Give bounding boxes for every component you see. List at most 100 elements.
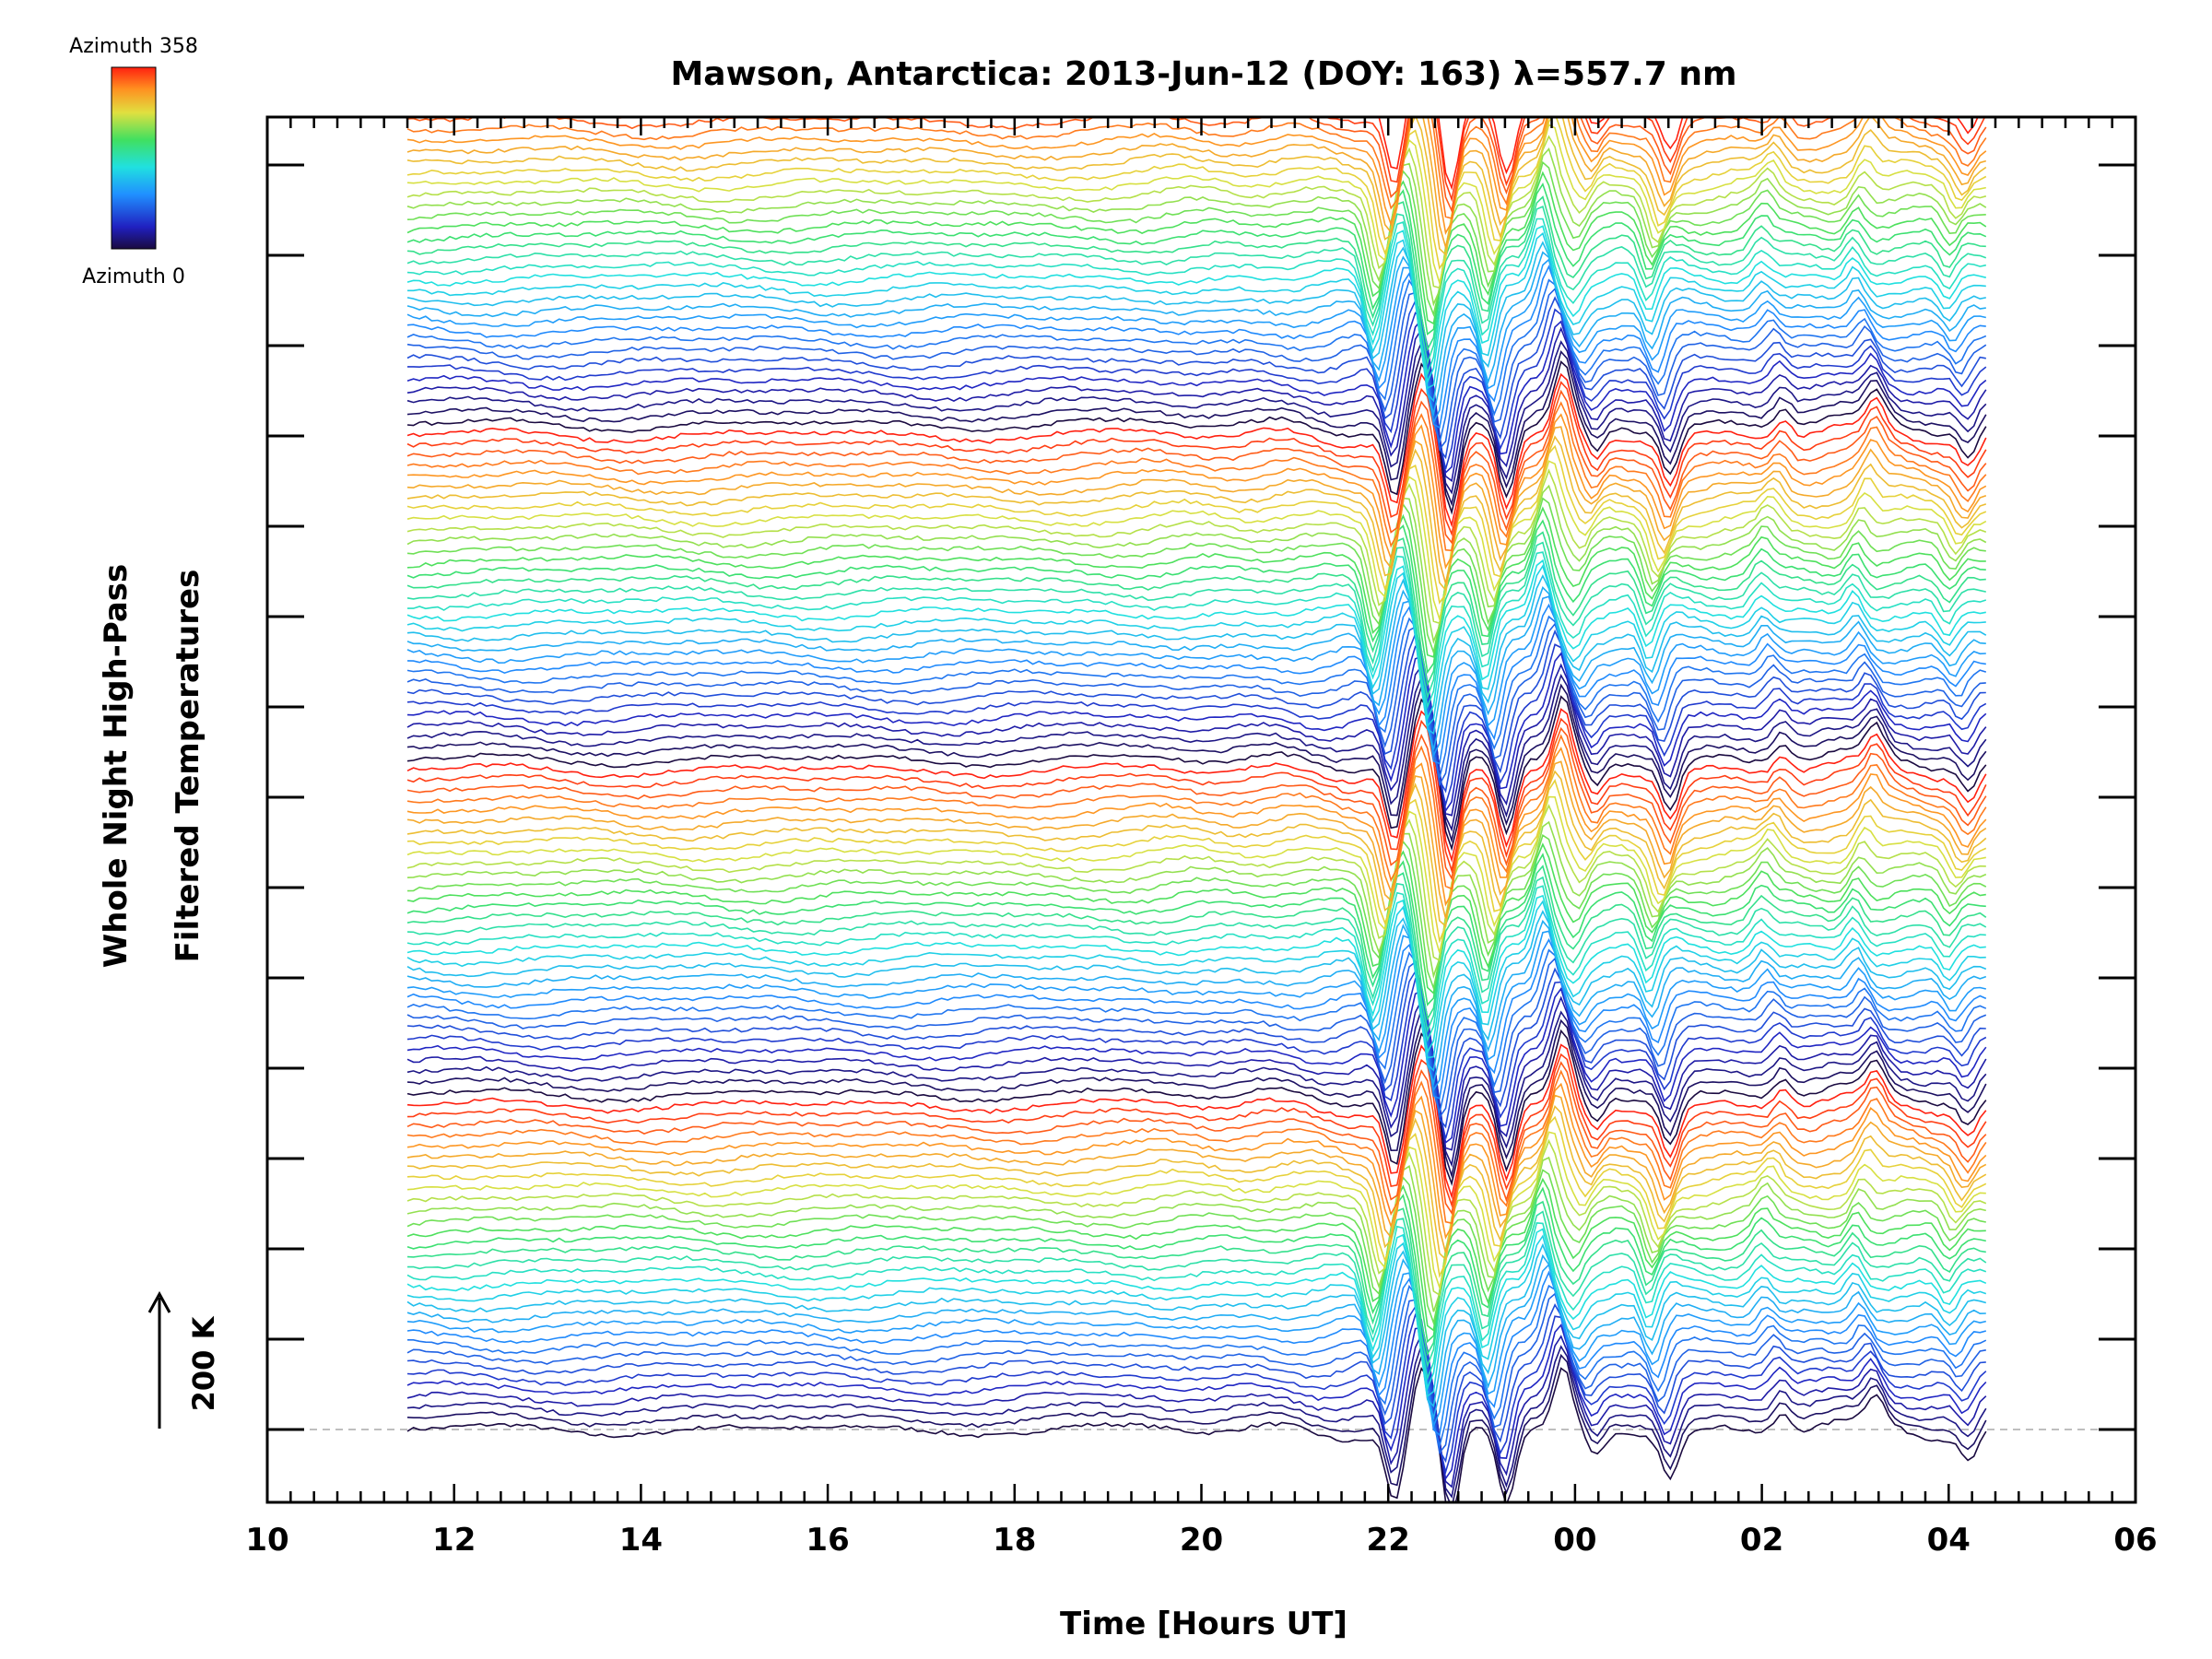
series-line [406, 559, 1986, 721]
series-line [406, 278, 1987, 443]
series-line [406, 876, 1987, 1033]
series-line [406, 708, 1987, 863]
series-line [406, 497, 1986, 655]
series-line [406, 389, 1987, 545]
series-line [406, 435, 1987, 592]
series-line [406, 987, 1987, 1145]
series-line [406, 426, 1987, 587]
series-line [406, 1043, 1987, 1200]
series-line [406, 251, 1986, 417]
series-layer [406, 117, 1987, 1502]
scale-bar-arrowhead [147, 1290, 171, 1313]
series-line [406, 663, 1987, 817]
series-line [406, 1253, 1986, 1420]
series-line [406, 218, 1986, 377]
scale-bar: 200 K [147, 1290, 221, 1429]
series-line [406, 760, 1987, 919]
colorbar-min-label: Azimuth 0 [82, 265, 185, 288]
series-line [406, 1104, 1987, 1262]
series-line [406, 622, 1986, 787]
x-tick-label: 22 [1367, 1522, 1410, 1559]
series-line [406, 1029, 1987, 1186]
series-line [406, 1366, 1987, 1502]
series-line [406, 834, 1987, 991]
series-line [406, 573, 1987, 735]
colorbar-gradient [111, 66, 157, 250]
series-line [406, 673, 1987, 832]
series-line [406, 1007, 1987, 1168]
series-line [406, 717, 1987, 874]
series-line [406, 1018, 1987, 1179]
colorbar-max-label: Azimuth 358 [69, 35, 198, 58]
series-line [406, 564, 1986, 728]
series-line [406, 910, 1987, 1072]
series-line [406, 326, 1987, 483]
series-line [406, 1222, 1987, 1381]
series-line [406, 1131, 1986, 1290]
series-line [406, 770, 1987, 928]
series-line [406, 340, 1987, 495]
series-line [407, 1284, 1987, 1450]
x-tick-label: 04 [1927, 1522, 1971, 1559]
y-axis-title-line-1: Whole Night High-Pass [98, 564, 135, 969]
series-line [406, 296, 1986, 460]
series-line [406, 1263, 1986, 1429]
series-line [406, 195, 1986, 352]
series-line [406, 595, 1986, 758]
series-line [406, 182, 1987, 335]
series-line [406, 726, 1987, 881]
series-line [406, 885, 1986, 1042]
series-line [406, 1270, 1987, 1437]
series-line [406, 117, 1987, 235]
series-line [406, 519, 1986, 675]
scale-bar-label: 200 K [186, 1315, 221, 1411]
series-line [406, 117, 1987, 220]
series-line [406, 372, 1987, 528]
series-line [406, 734, 1987, 890]
series-line [406, 615, 1987, 779]
series-line [406, 1061, 1987, 1216]
series-line [406, 1303, 1986, 1464]
series-line [406, 241, 1986, 403]
series-line [406, 995, 1987, 1151]
series-line [406, 937, 1987, 1100]
series-line [406, 1292, 1986, 1454]
series-line [406, 160, 1986, 317]
series-line [406, 1094, 1987, 1253]
series-line [406, 967, 1986, 1129]
series-line [406, 1177, 1986, 1332]
x-tick-label: 00 [1553, 1522, 1596, 1559]
series-line [406, 629, 1986, 794]
series-line [406, 287, 1987, 452]
x-tick-label: 02 [1740, 1522, 1783, 1559]
series-line [406, 1323, 1987, 1481]
series-line [406, 865, 1987, 1021]
series-line [406, 820, 1987, 980]
series-line [406, 225, 1986, 384]
series-line [406, 1069, 1987, 1225]
series-line [406, 795, 1986, 953]
series-line [406, 894, 1986, 1054]
series-line [406, 460, 1987, 622]
series-line [406, 381, 1987, 536]
series-line [406, 1053, 1987, 1208]
series-line [407, 231, 1986, 390]
series-line [406, 603, 1986, 765]
x-tick-label: 06 [2113, 1522, 2157, 1559]
series-line [406, 135, 1987, 289]
series-line [406, 413, 1987, 570]
series-line [406, 747, 1987, 907]
series-line [406, 1343, 1987, 1499]
series-line [406, 1082, 1987, 1240]
series-line [406, 1353, 1987, 1502]
series-line [406, 1234, 1987, 1398]
series-line [406, 444, 1987, 605]
series-line [406, 652, 1987, 813]
series-line [406, 265, 1986, 429]
series-line [406, 541, 1986, 700]
x-axis-title: Time [Hours UT] [1060, 1606, 1347, 1642]
series-line [407, 551, 1987, 710]
x-tick-label: 12 [432, 1522, 476, 1559]
series-line [406, 117, 1987, 251]
